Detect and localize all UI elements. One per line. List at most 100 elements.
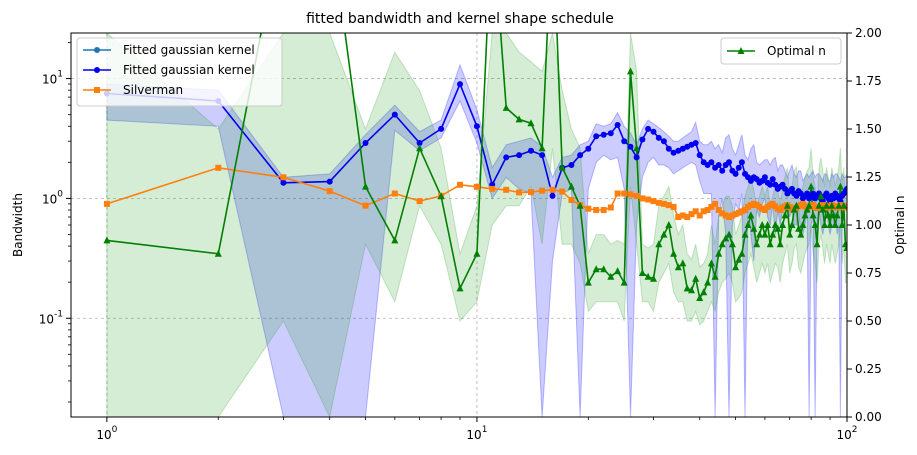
data-point	[761, 207, 768, 213]
legend-marker	[94, 67, 100, 73]
data-point	[515, 115, 523, 123]
data-point	[707, 259, 715, 267]
data-point	[650, 274, 657, 282]
data-point	[836, 182, 844, 190]
data-point	[539, 152, 546, 159]
data-point	[675, 147, 682, 154]
data-point	[742, 207, 748, 213]
data-point	[799, 221, 807, 228]
data-point	[456, 284, 464, 292]
data-point	[670, 203, 677, 210]
data-point	[437, 192, 445, 200]
data-point	[815, 201, 823, 209]
data-point	[638, 269, 646, 276]
data-point	[660, 200, 667, 207]
data-point	[741, 230, 749, 238]
data-point	[650, 198, 657, 205]
data-point	[645, 125, 652, 132]
data-point	[688, 286, 695, 294]
data-point	[584, 278, 592, 286]
data-point	[627, 67, 634, 75]
data-point	[712, 200, 719, 207]
legend-label: Fitted gaussian kernel	[123, 63, 255, 77]
data-point	[362, 182, 369, 190]
data-point	[788, 221, 796, 228]
data-point	[539, 187, 546, 194]
data-point	[764, 221, 772, 228]
data-point	[715, 249, 723, 257]
data-point	[362, 140, 369, 146]
data-point	[527, 119, 535, 127]
legend-marker	[737, 47, 745, 54]
data-point	[600, 265, 608, 273]
data-point	[797, 230, 805, 238]
right-y-tick-label: 1.00	[855, 218, 882, 232]
right-y-tick-label: 0.75	[855, 266, 882, 280]
x-tick-label: 100	[96, 425, 117, 442]
data-point	[831, 221, 839, 228]
data-point	[726, 159, 732, 166]
data-point	[549, 192, 556, 199]
data-point	[660, 230, 668, 238]
data-point	[805, 201, 813, 209]
data-point	[725, 230, 733, 238]
data-point	[738, 159, 745, 166]
chart-title: fitted bandwidth and kernel shape schedu…	[306, 11, 614, 27]
legend-left: Fitted gaussian kernel Fitted gaussian ke…	[76, 37, 283, 107]
data-point	[715, 162, 722, 168]
data-point	[362, 202, 369, 209]
legend-marker	[94, 87, 100, 93]
data-point	[633, 144, 641, 152]
legend-box	[76, 37, 283, 107]
data-point	[655, 134, 662, 141]
confidence-band	[106, 33, 847, 417]
data-point	[692, 208, 699, 215]
data-point	[782, 185, 788, 192]
data-point	[621, 138, 628, 145]
data-point	[593, 133, 600, 140]
data-point	[457, 181, 463, 188]
data-point	[684, 214, 691, 220]
data-point	[840, 201, 847, 209]
data-point	[692, 140, 699, 146]
data-point	[655, 199, 662, 206]
data-point	[718, 240, 726, 248]
data-point	[639, 195, 646, 202]
data-point	[593, 207, 600, 213]
data-point	[627, 191, 634, 198]
right-y-tick-label: 0.25	[855, 362, 882, 376]
data-point	[700, 288, 708, 296]
data-point	[614, 190, 621, 197]
left-axis-title: Bandwidth	[11, 193, 25, 257]
right-axis-title: Optimal n	[893, 196, 907, 255]
right-y-tick-label: 1.50	[855, 122, 882, 136]
data-point	[711, 272, 719, 280]
data-point	[696, 294, 704, 301]
confidence-band	[106, 63, 847, 417]
data-point	[795, 224, 803, 232]
data-point	[719, 167, 726, 174]
data-point	[841, 240, 847, 248]
data-point	[776, 240, 784, 248]
data-point	[738, 249, 746, 257]
data-point	[728, 240, 736, 248]
left-y-tick-label: 101	[42, 70, 63, 87]
data-point	[708, 159, 715, 166]
data-point	[715, 207, 722, 213]
data-point	[592, 265, 600, 273]
data-point	[665, 202, 672, 209]
data-point	[679, 259, 687, 267]
data-point	[103, 236, 111, 244]
data-point	[766, 240, 774, 248]
legend-label: Silverman	[123, 83, 183, 97]
data-point	[819, 205, 827, 213]
series-markers	[103, 67, 847, 301]
data-point	[558, 163, 566, 171]
data-point	[538, 144, 546, 152]
data-point	[744, 221, 752, 228]
data-point	[621, 190, 628, 197]
data-point	[767, 181, 774, 188]
left-y-tick-label: 100	[42, 189, 63, 206]
data-point	[416, 144, 424, 152]
data-point	[769, 176, 776, 183]
